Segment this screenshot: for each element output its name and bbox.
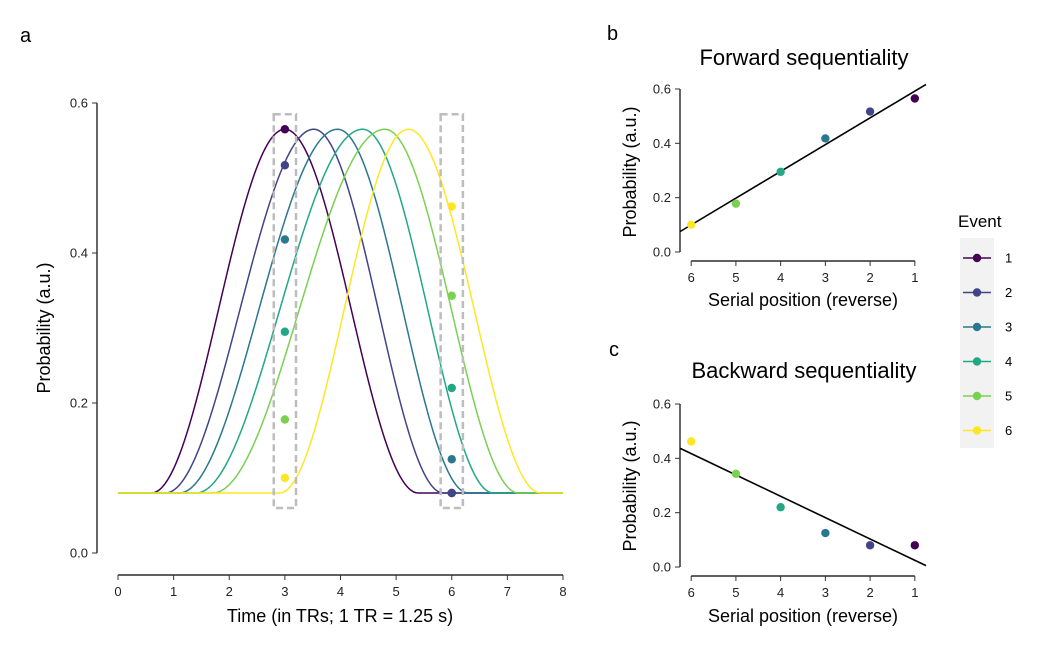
panel-a-curve-event-6 [118,128,563,494]
panel-a-x-tick-label: 8 [559,584,566,599]
panel-a-point-event-3 [447,455,456,464]
panel-a-x-tick-label: 0 [114,584,121,599]
panel-a-window-2 [439,113,465,510]
panel-b-point-event-5 [731,199,741,208]
panel-a-y-tick-label: 0.2 [70,396,88,411]
panel-b-fit-line [679,83,927,233]
panel-b-x-tick-label: 5 [732,270,739,285]
panel-a-xlabel: Time (in TRs; 1 TR = 1.25 s) [227,606,453,626]
panel-b-x-tick-label: 3 [822,270,829,285]
legend-key-dot-4 [972,357,982,366]
panel-a-x-tick-label: 5 [393,584,400,599]
panel-b-x-tick-label: 6 [688,270,695,285]
panel-c-y-tick-label: 0.6 [653,397,671,412]
legend-key-dot-3 [972,322,982,332]
panel-letter-c: c [609,339,619,361]
panel-a-point-event-6 [447,202,456,211]
panel-c-point-event-2 [865,541,875,550]
panel-c-point-event-4 [776,503,785,512]
panel-c-fit-line [679,447,927,567]
legend-label-6: 6 [1005,423,1012,438]
panel-b-y-tick-label: 0.6 [653,82,671,97]
panel-c-point-event-5 [731,469,741,479]
panel-b-point-event-3 [821,134,830,143]
panel-c-plot: 0.0 0.2 0.4 0.6 6 5 4 3 2 1 [653,397,927,600]
panel-b-point-event-4 [776,167,785,177]
panel-a-point-event-2 [447,488,456,498]
panel-b-point-event-1 [910,94,920,103]
panel-a-point-event-4 [447,383,456,393]
panel-c-xlabel: Serial position (reverse) [708,606,898,626]
panel-c-x-tick-label: 6 [688,585,695,600]
panel-c-ylabel: Probability (a.u.) [620,420,640,551]
panel-letter-a: a [20,25,32,47]
legend-label-5: 5 [1005,389,1012,404]
panel-c-y-tick-label: 0.4 [653,451,671,466]
panel-b-x-tick-label: 4 [777,270,784,285]
panel-b-point-event-2 [865,107,875,116]
panel-a-point-event-5 [447,291,456,300]
panel-c-point-event-6 [686,437,696,446]
panel-c-point-event-3 [821,528,830,538]
panel-a-y-tick-label: 0.0 [70,546,88,561]
panel-a-x-tick-label: 6 [448,584,455,599]
panel-b-y-tick-label: 0.4 [653,136,671,151]
panel-a-x-tick-label: 3 [281,584,288,599]
panel-a-point-event-6 [280,473,290,483]
panel-a-x-tick-label: 7 [504,584,511,599]
panel-a-curve-event-3 [118,128,563,494]
panel-a-point-event-2 [280,161,290,170]
panel-a-x-tick-label: 4 [337,584,344,599]
panel-b-y-tick-label: 0.0 [653,245,671,260]
legend-label-3: 3 [1005,320,1012,335]
legend-label-2: 2 [1005,285,1012,300]
panel-a-point-event-3 [280,235,290,244]
panel-c-y-tick-label: 0.0 [653,560,671,575]
panel-a-point-event-5 [280,415,290,424]
panel-a-point-event-4 [280,327,290,336]
panel-b-title: Forward sequentiality [699,45,908,70]
legend: Event 1 2 3 4 5 6 [958,212,1012,448]
panel-c-x-tick-label: 3 [822,585,829,600]
panel-c-point-event-1 [910,541,920,550]
panel-letter-b: b [607,23,618,45]
panel-c-x-tick-label: 1 [911,585,918,600]
legend-label-1: 1 [1005,251,1012,266]
panel-b-point-event-6 [686,220,696,230]
legend-title: Event [958,212,1002,231]
panel-b-y-tick-label: 0.2 [653,190,671,205]
panel-b-plot: 0.0 0.2 0.4 0.6 6 5 4 3 2 1 [653,82,927,285]
panel-b-xlabel: Serial position (reverse) [708,290,898,310]
panel-a-x-tick-label: 2 [226,584,233,599]
legend-key-dot-2 [972,288,982,297]
panel-c-title: Backward sequentiality [691,358,916,383]
legend-key-dot-5 [972,391,982,401]
panel-a-plot: 0.0 0.2 0.4 0.6 0 1 2 3 4 5 6 7 8 [70,96,567,600]
panel-a-curve-event-1 [118,128,563,494]
panel-b-ylabel: Probability (a.u.) [620,106,640,237]
panel-a-y-tick-label: 0.6 [70,96,88,111]
panel-a-point-event-1 [280,125,290,134]
panel-c-x-tick-label: 2 [866,585,873,600]
legend-background [960,238,994,448]
panel-c-y-tick-label: 0.2 [653,505,671,520]
panel-b-x-tick-label: 2 [866,270,873,285]
legend-key-dot-1 [972,253,982,263]
legend-key-dot-6 [972,426,982,435]
panel-c-x-tick-label: 4 [777,585,784,600]
panel-a-x-tick-label: 1 [170,584,177,599]
panel-a-ylabel: Probability (a.u.) [34,262,54,393]
panel-c-x-tick-label: 5 [732,585,739,600]
panel-a-y-tick-label: 0.4 [70,246,88,261]
panel-b-x-tick-label: 1 [911,270,918,285]
legend-label-4: 4 [1005,354,1012,369]
panel-a-window-1 [272,113,298,510]
